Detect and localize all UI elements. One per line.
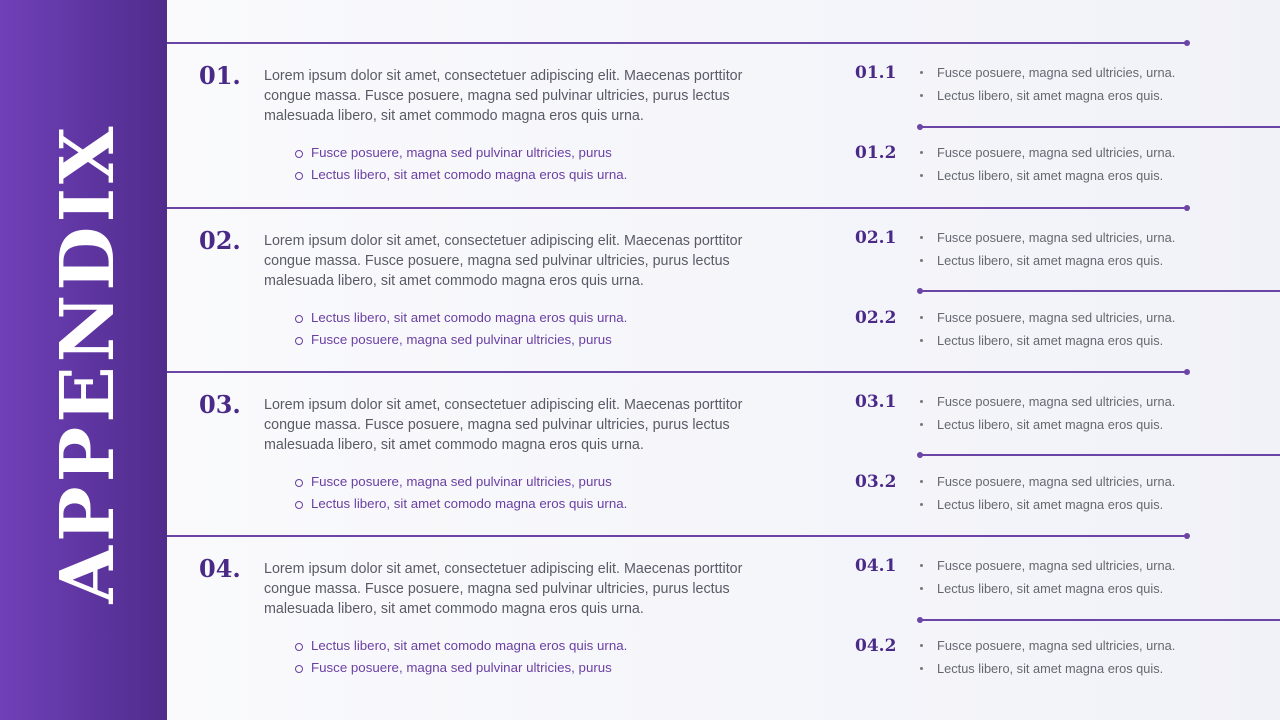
subsection-label: 01.2 xyxy=(855,143,897,163)
section-paragraph: Lorem ipsum dolor sit amet, consectetuer… xyxy=(264,561,743,617)
section-bullets: Lectus libero, sit amet comodo magna ero… xyxy=(295,307,627,351)
subsection-item: Fusce posuere, magna sed ultricies, urna… xyxy=(920,306,1280,329)
sub-divider xyxy=(917,288,1280,293)
subsection-list: Fusce posuere, magna sed ultricies, urna… xyxy=(920,470,1280,516)
subsection-label: 03.2 xyxy=(855,472,897,492)
subsection-label: 04.1 xyxy=(855,556,897,576)
appendix-section: 04. Lorem ipsum dolor sit amet, consecte… xyxy=(167,536,1280,700)
subsection-item: Fusce posuere, magna sed ultricies, urna… xyxy=(920,634,1280,657)
subsection-item: Lectus libero, sit amet magna eros quis. xyxy=(920,577,1280,600)
section-number: 02. xyxy=(199,226,241,255)
sub-divider xyxy=(917,452,1280,457)
subsection-list: Fusce posuere, magna sed ultricies, urna… xyxy=(920,226,1280,272)
subsection-item: Fusce posuere, magna sed ultricies, urna… xyxy=(920,61,1280,84)
divider xyxy=(167,40,1190,45)
section-bullets: Fusce posuere, magna sed pulvinar ultric… xyxy=(295,142,627,186)
section-number: 01. xyxy=(199,61,241,90)
subsection-item: Fusce posuere, magna sed ultricies, urna… xyxy=(920,390,1280,413)
subsection-item: Lectus libero, sit amet magna eros quis. xyxy=(920,413,1280,436)
section-paragraph: Lorem ipsum dolor sit amet, consectetuer… xyxy=(264,68,743,124)
subsection-item: Lectus libero, sit amet magna eros quis. xyxy=(920,249,1280,272)
subsection-item: Lectus libero, sit amet magna eros quis. xyxy=(920,493,1280,516)
bullet-item: Fusce posuere, magna sed pulvinar ultric… xyxy=(295,329,627,351)
section-number: 04. xyxy=(199,554,241,583)
subsection-list: Fusce posuere, magna sed ultricies, urna… xyxy=(920,306,1280,352)
subsection-label: 04.2 xyxy=(855,636,897,656)
section-paragraph: Lorem ipsum dolor sit amet, consectetuer… xyxy=(264,397,743,453)
subsection-item: Lectus libero, sit amet magna eros quis. xyxy=(920,84,1280,107)
subsection-label: 02.2 xyxy=(855,308,897,328)
appendix-section: 03. Lorem ipsum dolor sit amet, consecte… xyxy=(167,372,1280,536)
subsection-list: Fusce posuere, magna sed ultricies, urna… xyxy=(920,61,1280,107)
subsection-item: Fusce posuere, magna sed ultricies, urna… xyxy=(920,554,1280,577)
subsection-list: Fusce posuere, magna sed ultricies, urna… xyxy=(920,390,1280,436)
subsection-label: 03.1 xyxy=(855,392,897,412)
appendix-section: 02. Lorem ipsum dolor sit amet, consecte… xyxy=(167,208,1280,372)
sub-divider xyxy=(917,617,1280,622)
page-title: APPENDIX xyxy=(45,122,131,604)
divider xyxy=(167,533,1190,538)
subsection-label: 01.1 xyxy=(855,63,897,83)
bullet-item: Lectus libero, sit amet comodo magna ero… xyxy=(295,164,627,186)
subsection-item: Lectus libero, sit amet magna eros quis. xyxy=(920,657,1280,680)
subsection-label: 02.1 xyxy=(855,228,897,248)
divider xyxy=(167,205,1190,210)
subsection-list: Fusce posuere, magna sed ultricies, urna… xyxy=(920,141,1280,187)
divider xyxy=(167,369,1190,374)
section-bullets: Fusce posuere, magna sed pulvinar ultric… xyxy=(295,471,627,515)
subsection-list: Fusce posuere, magna sed ultricies, urna… xyxy=(920,554,1280,600)
bullet-item: Fusce posuere, magna sed pulvinar ultric… xyxy=(295,657,627,679)
section-paragraph: Lorem ipsum dolor sit amet, consectetuer… xyxy=(264,233,743,289)
subsection-list: Fusce posuere, magna sed ultricies, urna… xyxy=(920,634,1280,680)
section-bullets: Lectus libero, sit amet comodo magna ero… xyxy=(295,635,627,679)
section-number: 03. xyxy=(199,390,241,419)
subsection-item: Lectus libero, sit amet magna eros quis. xyxy=(920,329,1280,352)
subsection-item: Lectus libero, sit amet magna eros quis. xyxy=(920,164,1280,187)
bullet-item: Lectus libero, sit amet comodo magna ero… xyxy=(295,307,627,329)
appendix-section: 01. Lorem ipsum dolor sit amet, consecte… xyxy=(167,43,1280,207)
sub-divider xyxy=(917,124,1280,129)
bullet-item: Fusce posuere, magna sed pulvinar ultric… xyxy=(295,142,627,164)
subsection-item: Fusce posuere, magna sed ultricies, urna… xyxy=(920,470,1280,493)
bullet-item: Lectus libero, sit amet comodo magna ero… xyxy=(295,493,627,515)
sidebar: APPENDIX xyxy=(0,0,167,720)
subsection-item: Fusce posuere, magna sed ultricies, urna… xyxy=(920,226,1280,249)
bullet-item: Lectus libero, sit amet comodo magna ero… xyxy=(295,635,627,657)
bullet-item: Fusce posuere, magna sed pulvinar ultric… xyxy=(295,471,627,493)
subsection-item: Fusce posuere, magna sed ultricies, urna… xyxy=(920,141,1280,164)
